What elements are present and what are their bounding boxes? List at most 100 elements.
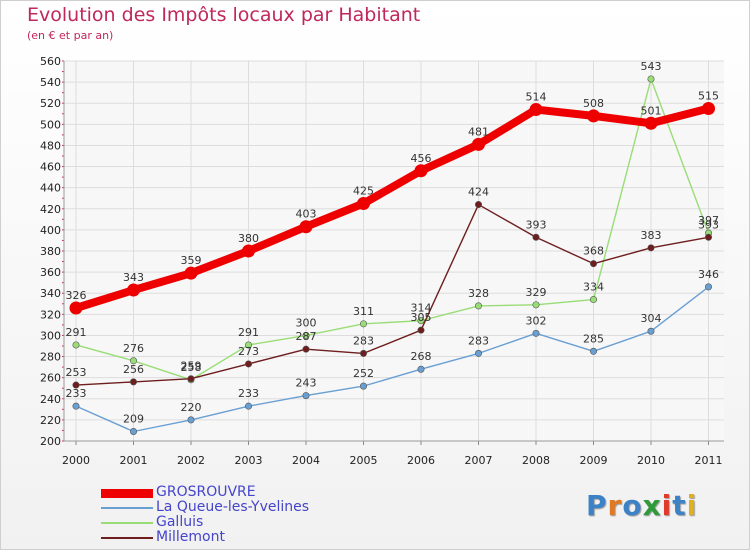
data-label: 283 <box>353 334 374 347</box>
data-label: 481 <box>468 125 489 138</box>
y-tick-label: 260 <box>40 372 61 385</box>
data-label: 383 <box>641 229 662 242</box>
logo-letter: P <box>586 489 608 522</box>
data-label: 508 <box>583 97 604 110</box>
legend-item: Millemont <box>101 529 361 545</box>
data-label: 346 <box>698 268 719 281</box>
y-tick-label: 560 <box>40 55 61 68</box>
series-line-3 <box>75 203 710 386</box>
data-label: 300 <box>296 316 317 329</box>
data-label: 501 <box>641 104 662 117</box>
y-tick-label: 480 <box>40 139 61 152</box>
data-point <box>589 296 597 304</box>
data-point <box>704 283 712 291</box>
data-label: 233 <box>66 387 87 400</box>
y-tick-label: 500 <box>40 118 61 131</box>
x-tick-label: 2000 <box>62 454 90 467</box>
data-point <box>72 402 80 410</box>
legend-swatch <box>101 522 153 524</box>
y-tick-label: 340 <box>40 287 61 300</box>
data-label: 285 <box>583 332 604 345</box>
data-label: 252 <box>353 367 374 380</box>
data-point <box>644 116 658 130</box>
data-label: 514 <box>526 91 547 104</box>
x-tick-label: 2011 <box>695 454 723 467</box>
y-tick-label: 400 <box>40 224 61 237</box>
data-label: 243 <box>296 377 317 390</box>
data-point <box>302 331 310 339</box>
data-label: 403 <box>296 208 317 221</box>
data-label: 253 <box>66 366 87 379</box>
logo-letter: x <box>642 489 662 522</box>
data-label: 268 <box>411 350 432 363</box>
data-point <box>587 109 600 123</box>
y-tick-label: 220 <box>40 414 61 427</box>
data-label: 311 <box>353 305 374 318</box>
data-label: 220 <box>181 401 202 414</box>
data-label: 543 <box>641 60 662 73</box>
data-label: 259 <box>181 360 202 373</box>
data-point <box>532 301 540 309</box>
data-label: 425 <box>353 185 374 198</box>
chart-legend: GROSROUVRE La Queue-les-Yvelines Galluis Mi… <box>101 484 361 545</box>
data-point <box>184 266 198 280</box>
legend-label: GROSROUVRE <box>156 484 256 500</box>
data-point <box>414 164 428 178</box>
logo-letter: i <box>661 489 673 522</box>
data-label: 326 <box>66 289 87 302</box>
data-label: 287 <box>296 330 317 343</box>
y-tick-label: 440 <box>40 182 61 195</box>
x-tick-label: 2002 <box>177 454 205 467</box>
data-point <box>130 427 138 435</box>
data-label: 456 <box>411 152 432 165</box>
y-tick-label: 420 <box>40 203 61 216</box>
x-tick-label: 2005 <box>350 454 378 467</box>
data-label: 424 <box>468 186 489 199</box>
legend-label: Millemont <box>156 529 225 545</box>
legend-swatch <box>101 488 153 498</box>
data-point <box>72 341 80 349</box>
logo-letter: i <box>686 489 698 522</box>
data-point <box>532 329 540 337</box>
data-label: 334 <box>583 281 604 294</box>
data-label: 273 <box>238 345 259 358</box>
data-point <box>647 75 655 83</box>
x-tick-label: 2010 <box>637 454 665 467</box>
y-tick-label: 380 <box>40 245 61 258</box>
data-label: 256 <box>123 363 144 376</box>
x-tick-label: 2003 <box>235 454 263 467</box>
y-tick-label: 520 <box>40 97 61 110</box>
data-label: 328 <box>468 287 489 300</box>
data-point <box>69 301 83 315</box>
proxiti-logo: Proxiti <box>586 489 697 522</box>
data-label: 343 <box>123 271 144 284</box>
data-label: 515 <box>698 90 719 103</box>
logo-letter: o <box>622 489 643 522</box>
chart-title: Evolution des Impôts locaux par Habitant <box>27 4 421 26</box>
data-point <box>72 381 80 389</box>
data-label: 393 <box>698 218 719 231</box>
data-point <box>589 347 597 355</box>
data-point <box>472 137 485 151</box>
x-tick-label: 2009 <box>580 454 608 467</box>
data-point <box>245 341 253 349</box>
y-tick-label: 280 <box>40 351 61 364</box>
legend-label: La Queue-les-Yvelines <box>156 499 310 515</box>
x-tick-label: 2008 <box>522 454 550 467</box>
data-point <box>702 102 715 115</box>
data-point <box>299 220 313 234</box>
data-label: 393 <box>526 218 547 231</box>
data-label: 276 <box>123 342 144 355</box>
data-label: 291 <box>66 326 87 339</box>
data-label: 304 <box>641 312 662 325</box>
data-point <box>417 365 425 373</box>
series-line-0 <box>72 104 713 312</box>
data-label: 314 <box>411 302 432 315</box>
data-label: 258 <box>181 361 202 374</box>
data-point <box>302 345 310 353</box>
data-point <box>417 326 425 334</box>
data-label: 233 <box>238 387 259 400</box>
line-chart: 200 220 240 260 280 300 320 340 360 380 400 420 440 4… <box>40 55 724 467</box>
data-point <box>245 402 253 410</box>
data-label: 380 <box>238 232 259 245</box>
